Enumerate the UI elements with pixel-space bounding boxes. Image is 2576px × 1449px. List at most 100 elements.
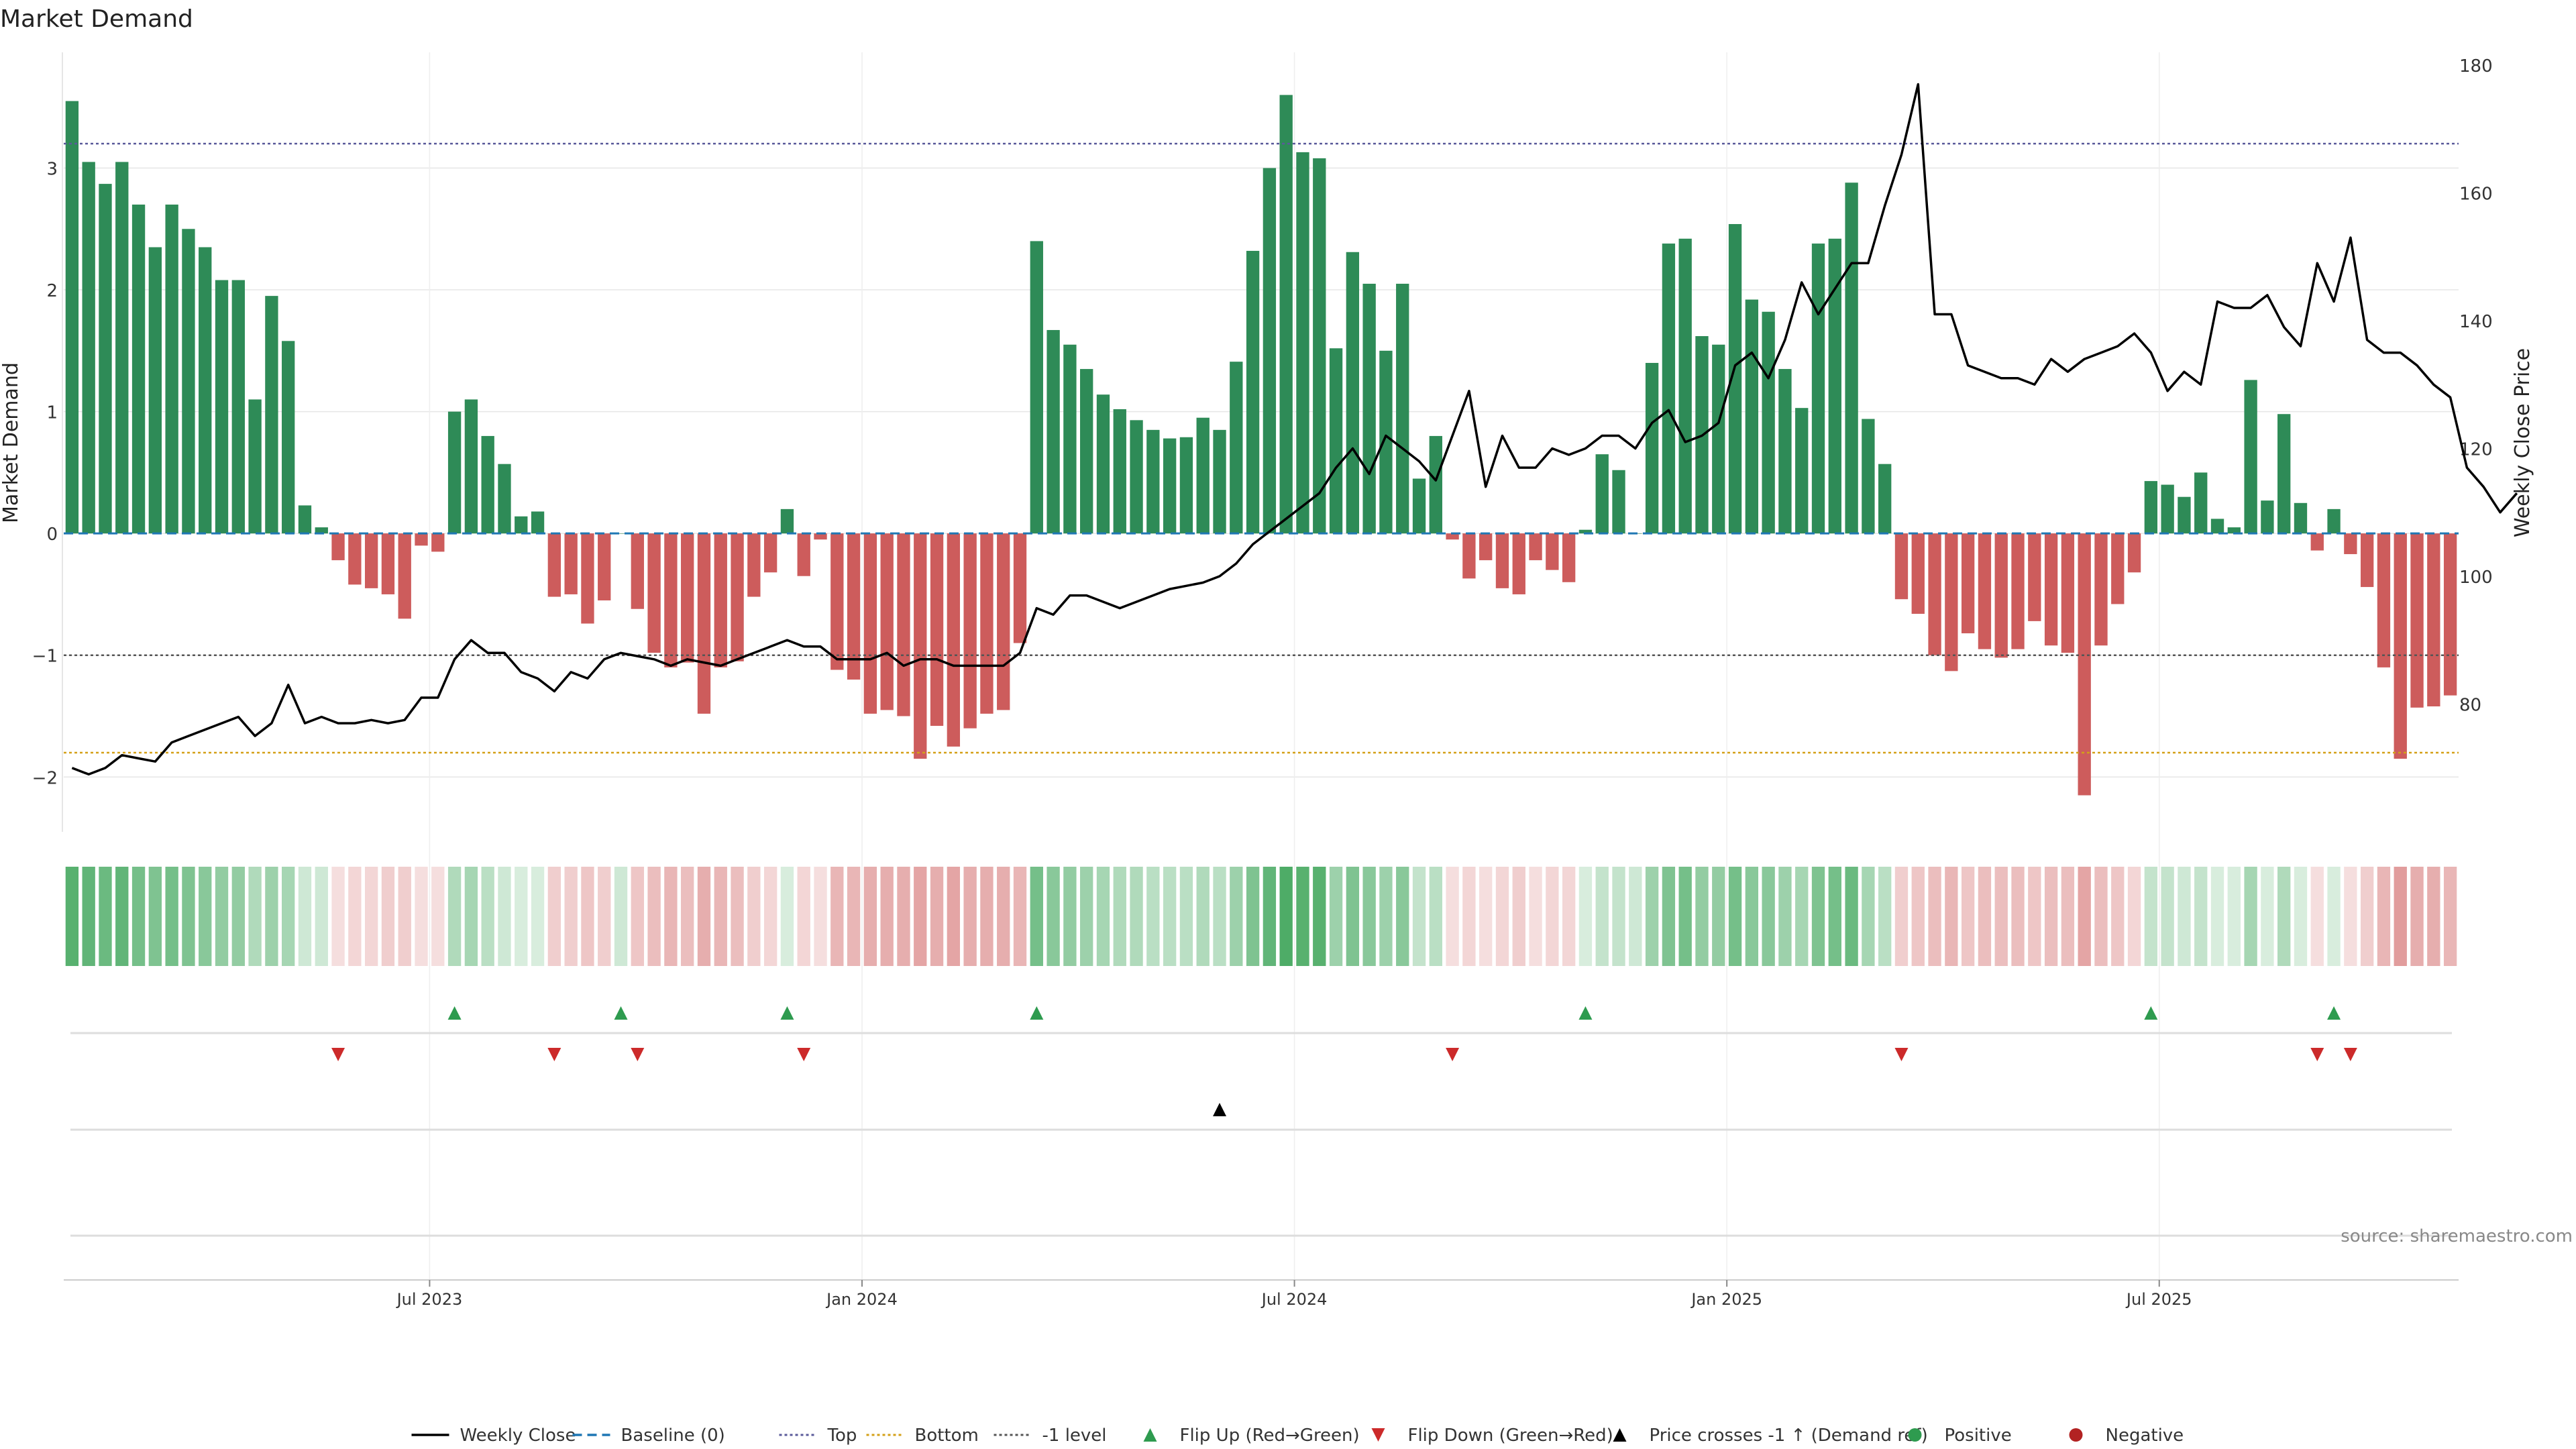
demand-bar xyxy=(298,505,312,534)
demand-bar xyxy=(1546,533,1559,570)
strip-cell xyxy=(2178,867,2191,966)
demand-bar xyxy=(199,247,212,534)
strip-cell xyxy=(1978,867,1992,966)
strip-cell xyxy=(1795,867,1809,966)
strip-cell xyxy=(1346,867,1360,966)
x-tick-label: Jul 2023 xyxy=(396,1290,463,1309)
demand-bar xyxy=(431,533,445,552)
strip-cell xyxy=(282,867,295,966)
strip-cell xyxy=(215,867,229,966)
strip-cell xyxy=(797,867,810,966)
strip-cell xyxy=(464,867,478,966)
strip-cell xyxy=(1578,867,1593,966)
x-tick-label: Jul 2024 xyxy=(1260,1290,1328,1309)
demand-bar xyxy=(1379,350,1393,534)
demand-bar xyxy=(2078,533,2091,796)
strip-cell xyxy=(1163,867,1177,966)
demand-bar xyxy=(248,399,262,534)
legend-item: Flip Up (Red→Green) xyxy=(1143,1426,1360,1446)
strip-cell xyxy=(1562,867,1576,966)
strip-cell xyxy=(398,867,411,966)
strip-cell xyxy=(1313,867,1326,966)
demand-bar xyxy=(1412,478,1426,534)
strip-cell xyxy=(331,867,345,966)
strip-cell xyxy=(2011,867,2025,966)
demand-bar xyxy=(1562,533,1576,582)
strip-cell xyxy=(2410,867,2424,966)
demand-bar xyxy=(947,533,961,747)
strip-cell xyxy=(2344,867,2357,966)
demand-bar xyxy=(1845,182,1858,534)
flip-down-marker xyxy=(1894,1048,1909,1061)
strip-cell xyxy=(1213,867,1226,966)
strip-cell xyxy=(714,867,727,966)
flip-down-marker xyxy=(797,1048,811,1061)
strip-cell xyxy=(2127,867,2141,966)
strip-cell xyxy=(2443,867,2457,966)
strip-cell xyxy=(364,867,378,966)
strip-cell xyxy=(631,867,644,966)
demand-bar xyxy=(1828,238,1841,534)
strip-cell xyxy=(148,867,162,966)
strip-cell xyxy=(2111,867,2125,966)
strip-cell xyxy=(1030,867,1043,966)
strip-cell xyxy=(547,867,561,966)
demand-bar xyxy=(381,533,395,594)
demand-bar xyxy=(1529,533,1542,561)
strip-cell xyxy=(747,867,761,966)
demand-bar xyxy=(1130,420,1143,534)
strip-cell xyxy=(2094,867,2108,966)
strip-cell xyxy=(2028,867,2041,966)
x-tick-label: Jan 2024 xyxy=(825,1290,898,1309)
demand-bar xyxy=(1462,533,1476,579)
demand-bar xyxy=(714,533,727,667)
demand-bar xyxy=(1046,329,1060,534)
demand-bar xyxy=(2194,472,2208,534)
demand-bar xyxy=(2227,527,2241,534)
demand-bar xyxy=(1994,533,2008,658)
demand-bar xyxy=(1745,299,1759,534)
demand-bar xyxy=(1396,283,1409,534)
demand-bar xyxy=(498,464,511,534)
demand-bar xyxy=(980,533,994,714)
legend-label: Positive xyxy=(1945,1426,2012,1446)
legend-item: Bottom xyxy=(866,1426,979,1446)
demand-bar xyxy=(2310,533,2324,551)
y-tick-left-label: 3 xyxy=(46,159,58,179)
strip-cell xyxy=(2144,867,2158,966)
demand-bar xyxy=(348,533,362,585)
strip-cell xyxy=(165,867,178,966)
demand-bar xyxy=(1230,362,1243,534)
strip-cell xyxy=(997,867,1010,966)
demand-bar xyxy=(1362,283,1376,534)
legend-label: Baseline (0) xyxy=(621,1426,725,1446)
legend-item: Price crosses -1 ↑ (Demand ref) xyxy=(1613,1426,1928,1446)
demand-bar xyxy=(2344,533,2357,555)
strip-cell xyxy=(1828,867,1841,966)
y-tick-right-label: 180 xyxy=(2459,56,2493,76)
strip-cell xyxy=(115,867,129,966)
strip-cell xyxy=(564,867,578,966)
demand-bar xyxy=(814,533,827,540)
demand-bar xyxy=(681,533,694,663)
flip-up-marker xyxy=(780,1006,794,1020)
flip-up-marker xyxy=(447,1006,462,1020)
demand-bar xyxy=(1728,224,1742,534)
strip-cell xyxy=(847,867,861,966)
strip-cell xyxy=(2227,867,2241,966)
strip-cell xyxy=(231,867,245,966)
x-axis: Jul 2023 Jan 2024 Jul 2024 Jan 2025 Jul 2025 xyxy=(64,1279,2459,1309)
demand-bar xyxy=(2178,496,2191,534)
legend-label: Top xyxy=(827,1426,857,1446)
strip-cell xyxy=(681,867,694,966)
legend-triangle-up-swatch xyxy=(1613,1428,1627,1442)
demand-bar xyxy=(65,101,79,534)
demand-bar xyxy=(1429,435,1442,534)
demand-bar xyxy=(231,280,245,534)
legend-item: Flip Down (Green→Red) xyxy=(1371,1426,1613,1446)
legend: Weekly Close Baseline (0) Top Bottom -1 leve… xyxy=(411,1426,2184,1446)
demand-bar xyxy=(515,516,528,534)
strip-cell xyxy=(1246,867,1260,966)
demand-bar xyxy=(1945,533,1958,672)
demand-bar xyxy=(2244,380,2257,534)
